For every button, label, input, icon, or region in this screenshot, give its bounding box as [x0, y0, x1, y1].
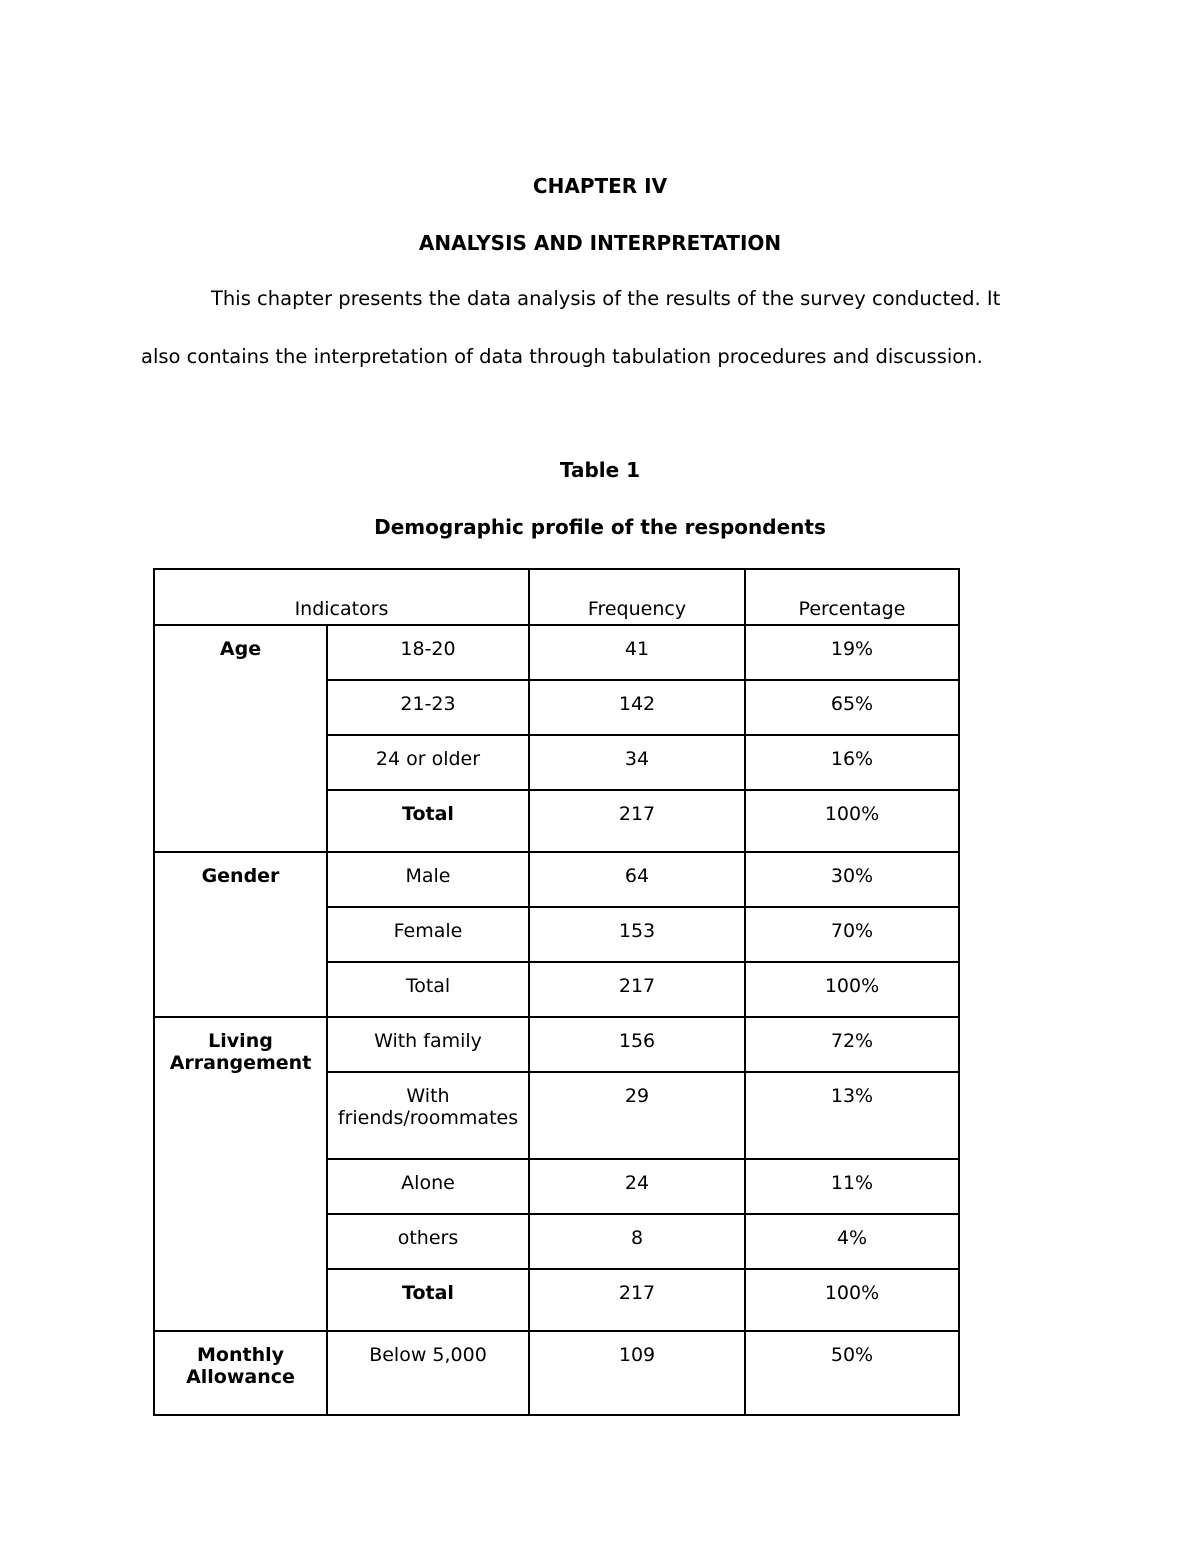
cell-percentage: 65% [744, 679, 960, 736]
chapter-number: CHAPTER IV [532, 174, 668, 198]
cell-frequency: 34 [528, 734, 746, 791]
table-label: Table 1 [559, 458, 641, 482]
table-row: Age 18-20 41 19% [153, 624, 960, 853]
cell-label: With family [326, 1016, 530, 1073]
group-label: Age [153, 624, 328, 853]
cell-frequency: 109 [528, 1330, 746, 1416]
cell-frequency: 24 [528, 1158, 746, 1215]
table-row: others 8 4% [154, 1213, 960, 1270]
cell-percentage: 16% [744, 734, 960, 791]
cell-frequency: 41 [528, 624, 746, 681]
table-row: Total 217 100% [154, 789, 960, 853]
cell-label: With friends/roommates [326, 1071, 530, 1160]
header-frequency: Frequency [528, 568, 746, 626]
table-row: With friends/roommates 29 13% [154, 1071, 960, 1160]
intro-line-1: This chapter presents the data analysis … [211, 287, 1001, 310]
group-label: Living Arrangement [153, 1016, 328, 1332]
cell-label: Total [326, 789, 530, 853]
cell-percentage: 19% [744, 624, 960, 681]
header-percentage: Percentage [744, 568, 960, 626]
cell-label: Female [326, 906, 530, 963]
cell-label: Total [326, 961, 530, 1018]
cell-percentage: 100% [744, 961, 960, 1018]
cell-percentage: 13% [744, 1071, 960, 1160]
table-row: Alone 24 11% [154, 1158, 960, 1215]
cell-frequency: 142 [528, 679, 746, 736]
cell-percentage: 4% [744, 1213, 960, 1270]
table-header-row: Indicators Frequency Percentage [153, 568, 960, 626]
table-row: Female 153 70% [154, 906, 960, 963]
cell-percentage: 100% [744, 789, 960, 853]
cell-label: 21-23 [326, 679, 530, 736]
table-row: Living Arrangement With family 156 72% [153, 1016, 960, 1332]
table-row: Total 217 100% [154, 961, 960, 1018]
header-indicators: Indicators [153, 568, 530, 626]
demographic-table: Indicators Frequency Percentage Age 18-20… [153, 568, 960, 1416]
cell-frequency: 217 [528, 961, 746, 1018]
cell-frequency: 217 [528, 1268, 746, 1332]
cell-label: 18-20 [326, 624, 530, 681]
cell-frequency: 8 [528, 1213, 746, 1270]
table-row: 24 or older 34 16% [154, 734, 960, 791]
table-row: Gender Male 64 30% [153, 851, 960, 1018]
cell-percentage: 30% [744, 851, 960, 908]
group-label: Monthly Allowance [153, 1330, 328, 1416]
cell-percentage: 70% [744, 906, 960, 963]
cell-frequency: 156 [528, 1016, 746, 1073]
cell-frequency: 153 [528, 906, 746, 963]
cell-label: Male [326, 851, 530, 908]
table-row: 21-23 142 65% [154, 679, 960, 736]
cell-label: others [326, 1213, 530, 1270]
table-caption: Demographic profile of the respondents [374, 515, 826, 539]
group-label: Gender [153, 851, 328, 1018]
cell-percentage: 100% [744, 1268, 960, 1332]
chapter-title: ANALYSIS AND INTERPRETATION [418, 231, 782, 255]
cell-label: Below 5,000 [326, 1330, 530, 1416]
cell-label: Total [326, 1268, 530, 1332]
cell-frequency: 217 [528, 789, 746, 853]
cell-label: 24 or older [326, 734, 530, 791]
cell-frequency: 29 [528, 1071, 746, 1160]
cell-percentage: 11% [744, 1158, 960, 1215]
cell-percentage: 72% [744, 1016, 960, 1073]
cell-percentage: 50% [744, 1330, 960, 1416]
table-row: Total 217 100% [154, 1268, 960, 1332]
table-row: Monthly Allowance Below 5,000 109 50% [153, 1330, 960, 1416]
cell-frequency: 64 [528, 851, 746, 908]
cell-label: Alone [326, 1158, 530, 1215]
intro-line-2: also contains the interpretation of data… [141, 345, 983, 368]
